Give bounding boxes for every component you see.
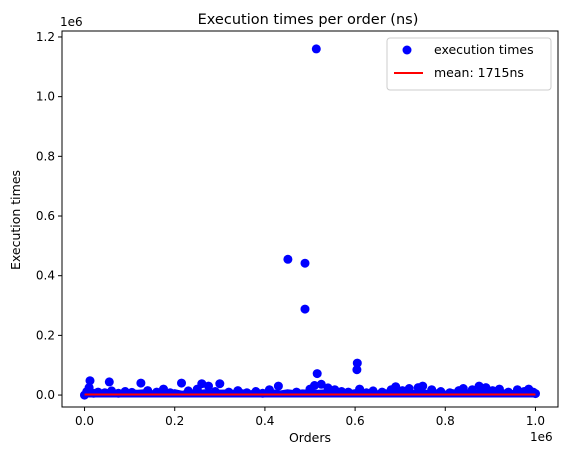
data-point [531, 389, 540, 399]
y-tick-label: 0.8 [36, 149, 55, 163]
data-point [177, 378, 186, 388]
data-point [300, 304, 310, 314]
data-point [355, 384, 365, 394]
data-point [404, 384, 414, 393]
data-point [488, 386, 498, 396]
data-point [300, 258, 310, 268]
data-point [273, 381, 283, 391]
data-point [368, 386, 378, 396]
data-point [494, 384, 504, 394]
y-tick-label: 0.2 [36, 328, 55, 342]
data-point [458, 384, 468, 393]
data-point [242, 388, 252, 398]
y-tick-label: 0.4 [36, 269, 55, 283]
x-tick-label: 0.4 [255, 414, 274, 428]
data-point [204, 381, 213, 391]
data-point [427, 385, 437, 395]
data-point [104, 377, 114, 387]
data-point [283, 254, 293, 264]
y-tick-label: 1.2 [36, 30, 55, 44]
x-tick-label: 1.0 [526, 414, 545, 428]
y-axis-offset-label: 1e6 [60, 15, 83, 29]
data-point [143, 386, 153, 396]
data-point [397, 386, 407, 396]
data-point [467, 385, 477, 395]
x-axis-label: Orders [289, 430, 331, 445]
data-point [418, 381, 428, 391]
x-axis: 0.0 0.2 0.4 0.6 0.8 1.0 [75, 407, 545, 428]
chart-title: Execution times per order (ns) [198, 12, 419, 28]
y-tick-label: 1.0 [36, 90, 55, 104]
y-axis-label: Execution times [8, 170, 23, 270]
data-point [352, 358, 362, 368]
legend-label-execution-times: execution times [434, 42, 534, 57]
y-tick-label: 0.0 [36, 388, 55, 402]
x-tick-label: 0.0 [75, 414, 94, 428]
data-point [445, 388, 455, 398]
data-point [481, 383, 491, 393]
data-point [316, 379, 326, 389]
x-tick-label: 0.2 [165, 414, 184, 428]
legend-label-mean: mean: 1715ns [434, 65, 524, 80]
data-point [391, 382, 401, 392]
data-point [264, 385, 274, 395]
y-tick-label: 0.6 [36, 209, 55, 223]
data-point [159, 384, 168, 394]
legend: execution times mean: 1715ns [386, 37, 552, 91]
data-point [311, 44, 321, 54]
plot-area [80, 44, 540, 400]
data-point [474, 381, 484, 391]
data-point [136, 378, 146, 388]
data-point [310, 381, 319, 390]
legend-box [386, 37, 552, 91]
data-point [85, 376, 95, 386]
data-point [312, 369, 322, 379]
plot-frame [61, 30, 559, 408]
data-point [107, 386, 117, 396]
data-point [330, 385, 340, 395]
data-point [215, 379, 225, 389]
legend-marker-execution-times [402, 45, 412, 55]
data-point [512, 385, 522, 395]
x-tick-label: 0.8 [436, 414, 455, 428]
x-tick-label: 0.6 [346, 414, 365, 428]
data-point [183, 386, 193, 396]
data-point [323, 383, 333, 393]
x-axis-offset-label: 1e6 [530, 430, 553, 444]
data-point [352, 365, 362, 375]
data-point [233, 386, 243, 396]
data-point [165, 388, 175, 398]
y-axis: 0.0 0.2 0.4 0.6 0.8 1.0 1.2 [36, 30, 62, 402]
